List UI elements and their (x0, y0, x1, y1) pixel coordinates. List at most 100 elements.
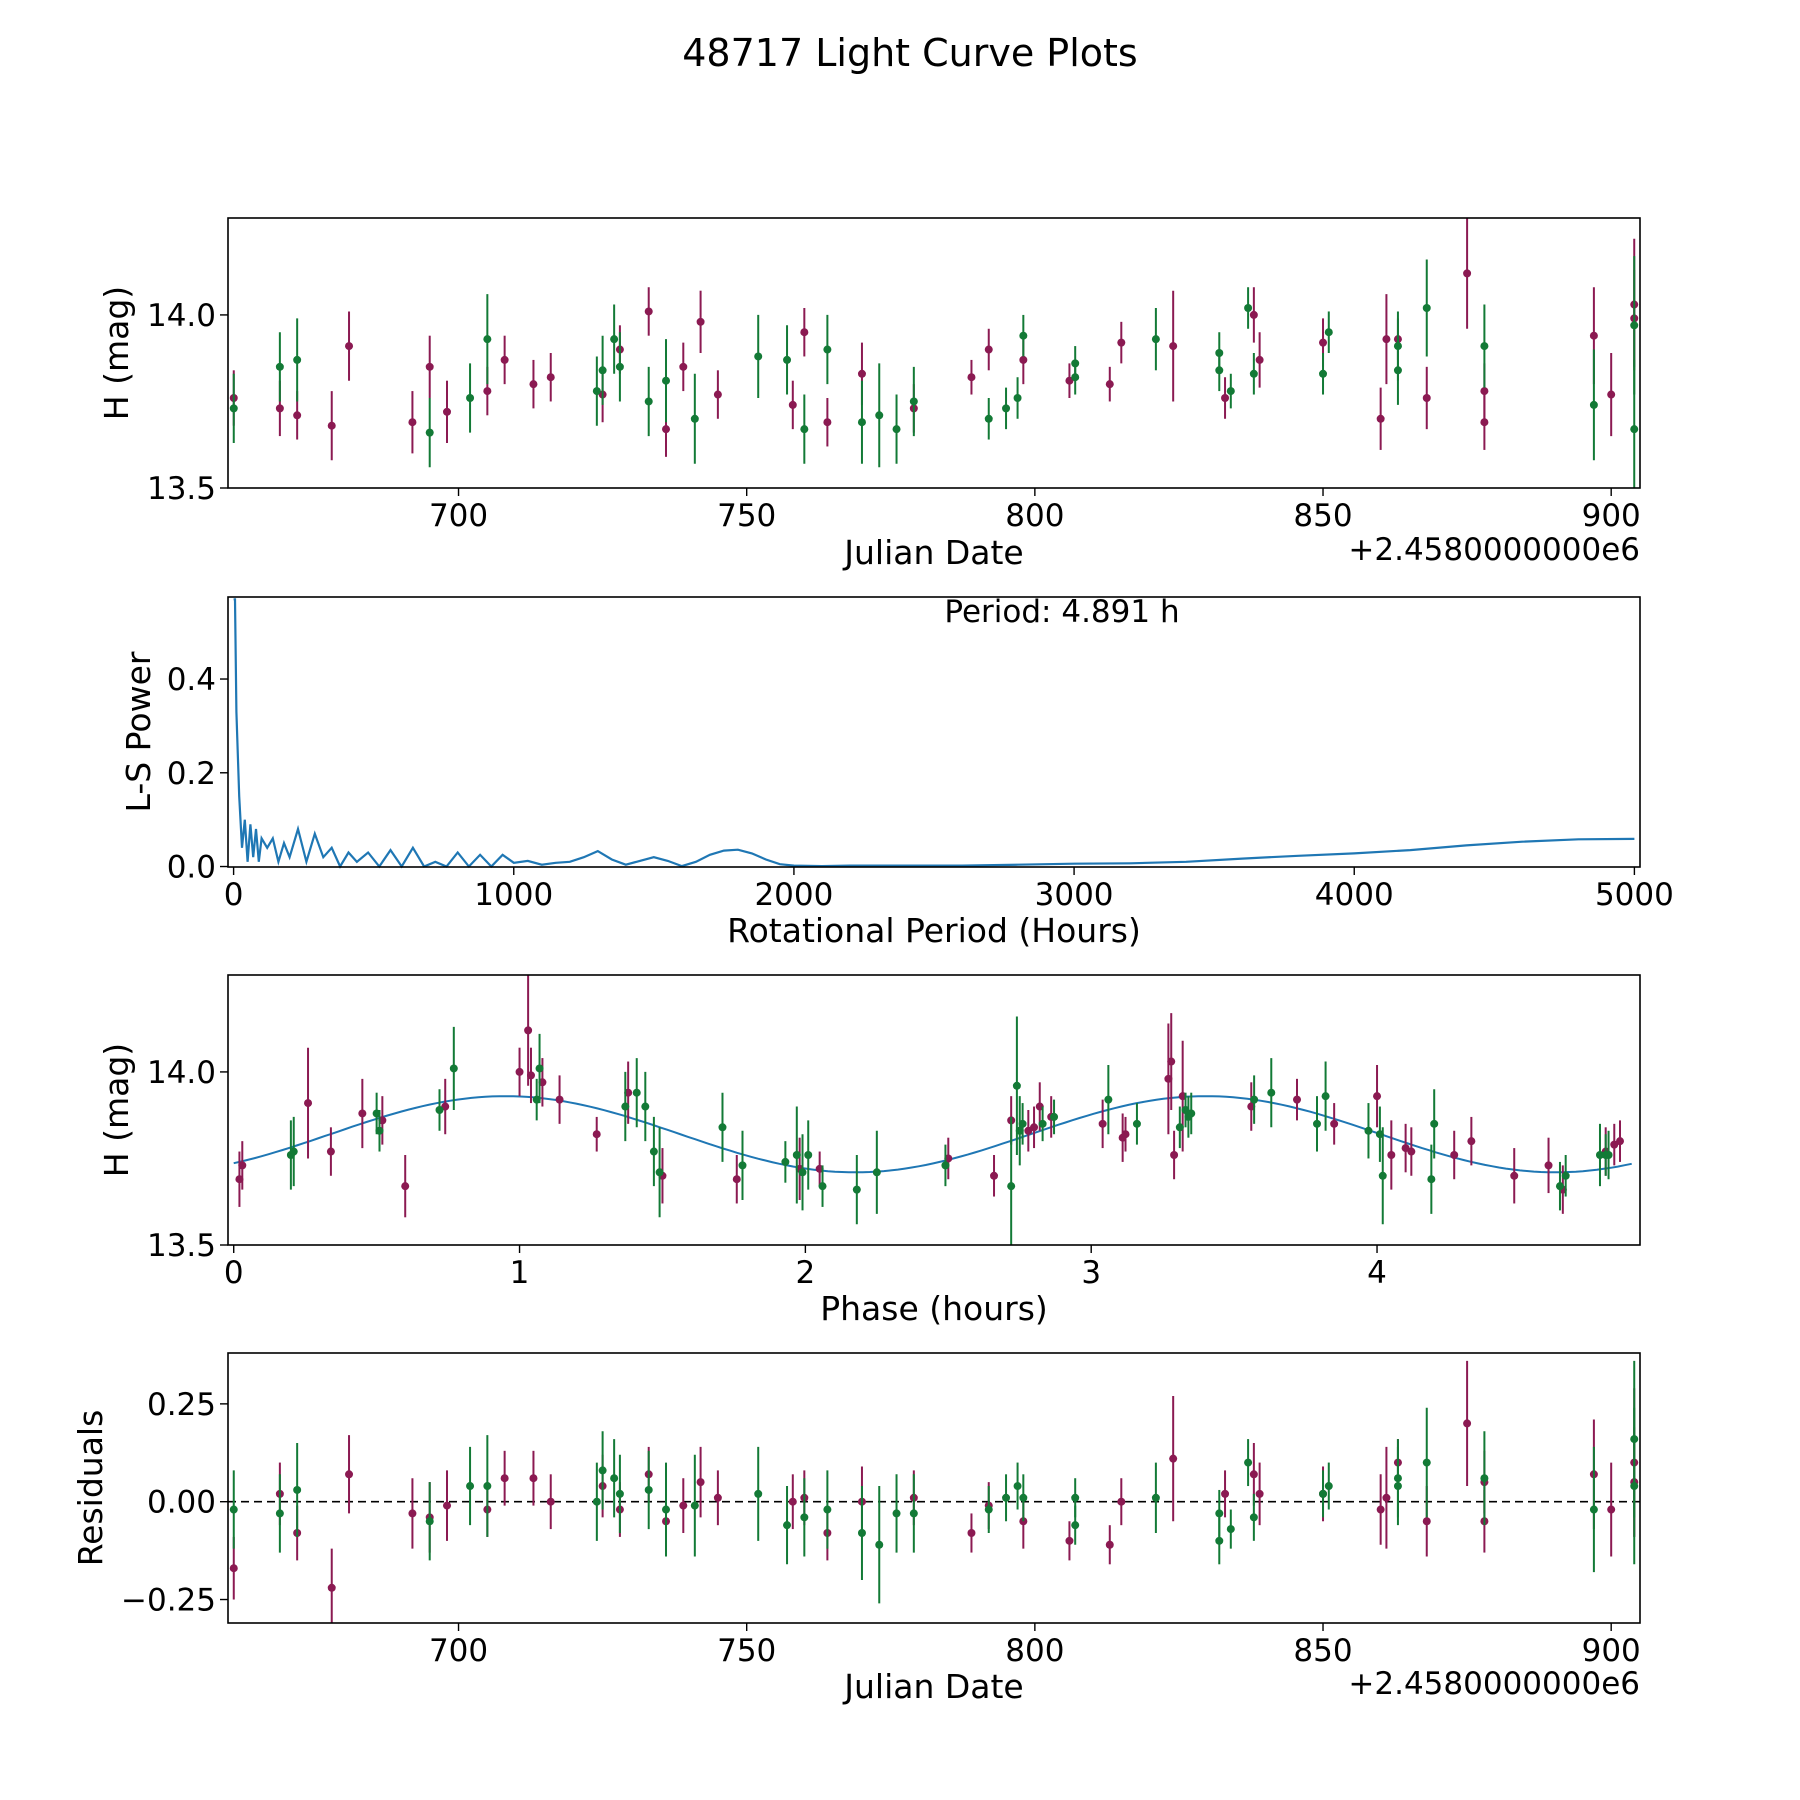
residuals-data-point (800, 1513, 809, 1522)
residuals-data-point (529, 1474, 538, 1483)
phase-fold-data-point (1555, 1182, 1564, 1191)
phase-fold-data-point (1030, 1123, 1039, 1132)
residuals-data-point (788, 1497, 797, 1506)
light-curve-data-point (345, 342, 354, 351)
residuals-data-point (408, 1509, 417, 1518)
residuals-offset-text: +2.4580000000e6 (1348, 1666, 1640, 1702)
light-curve-data-point (1151, 335, 1160, 344)
phase-fold-data-point (718, 1123, 727, 1132)
residuals-data-point (1255, 1489, 1264, 1498)
residuals-data-point (1071, 1521, 1080, 1530)
light-curve-data-point (857, 418, 866, 427)
light-curve-data-point (1244, 304, 1253, 312)
residuals-x-tick-label: 850 (1293, 1633, 1352, 1669)
light-curve-data-point (1480, 387, 1489, 396)
phase-fold-data-point (1467, 1137, 1476, 1146)
phase-fold-data-point (289, 1147, 298, 1156)
phase-fold-data-point (1544, 1161, 1553, 1170)
light-curve-data-point (1393, 366, 1402, 375)
residuals-data-point (754, 1489, 763, 1498)
residuals-data-point (696, 1478, 705, 1487)
residuals-data-point (466, 1482, 475, 1491)
light-curve-x-tick-label: 900 (1582, 498, 1641, 534)
residuals-data-point (327, 1583, 336, 1592)
residuals-data-point (500, 1474, 509, 1483)
residuals-data-point (713, 1493, 722, 1502)
residuals-data-point (1215, 1509, 1224, 1518)
light-curve-data-point (275, 404, 284, 413)
residuals-data-point (1607, 1505, 1616, 1514)
phase-fold-data-point (1604, 1151, 1613, 1159)
phase-fold-data-point (1561, 1171, 1570, 1180)
light-curve-data-point (754, 352, 763, 361)
light-curve-frame (227, 217, 1641, 489)
phase-fold-data-point (1250, 1095, 1259, 1104)
phase-fold-data-point (526, 1071, 535, 1080)
period-annotation: Period: 4.891 h (944, 594, 1179, 630)
residuals-data-point (875, 1540, 884, 1549)
phase-fold-plot-area (233, 975, 1632, 1245)
phase-fold-data-point (1012, 1081, 1021, 1090)
light-curve-data-point (1249, 310, 1258, 319)
residuals-data-point (783, 1521, 792, 1530)
light-curve-data-point (1002, 404, 1011, 413)
phase-fold-data-point (641, 1102, 650, 1111)
phase-fold-data-point (1364, 1126, 1373, 1135)
phase-fold-data-point (592, 1130, 601, 1139)
phase-fold-x-tick-label: 3 (1081, 1255, 1101, 1291)
phase-fold-data-point (1170, 1151, 1179, 1159)
light-curve-data-point (327, 421, 336, 430)
residuals-data-point (967, 1529, 976, 1537)
residuals-data-point (984, 1505, 993, 1514)
residuals-data-point (857, 1529, 866, 1537)
periodogram-x-tick-label: 0 (224, 877, 244, 913)
phase-fold-data-point (1104, 1095, 1113, 1104)
residuals-data-point (229, 1564, 238, 1573)
light-curve-data-point (1013, 394, 1022, 402)
phase-fold-data-point (1510, 1171, 1519, 1180)
residuals-data-point (1215, 1536, 1224, 1545)
residuals-data-point (615, 1489, 624, 1498)
periodogram-x-tick-label: 4000 (1315, 877, 1394, 913)
periodogram-x-tick-label: 2000 (754, 877, 833, 913)
light-curve-data-point (466, 394, 475, 402)
phase-fold-data-point (555, 1095, 564, 1104)
residuals-data-point (1382, 1493, 1391, 1502)
light-curve-data-point (823, 345, 832, 354)
phase-fold-data-point (1038, 1119, 1047, 1128)
light-curve-data-point (1422, 304, 1431, 312)
periodogram-y-tick-label: 0.2 (167, 756, 216, 792)
phase-fold-data-point (1615, 1137, 1624, 1146)
light-curve-data-point (984, 345, 993, 354)
light-curve-data-point (967, 373, 976, 382)
phase-fold-data-point (326, 1147, 335, 1156)
residuals-data-point (610, 1474, 619, 1483)
phase-fold-data-point (435, 1106, 444, 1114)
light-curve-data-point (1019, 331, 1028, 340)
phase-fold-y-tick-label: 13.5 (147, 1228, 216, 1264)
residuals-data-point (598, 1466, 607, 1475)
phase-fold-frame (227, 974, 1641, 1246)
light-curve-data-point (229, 404, 238, 413)
residuals-data-point (1151, 1493, 1160, 1502)
light-curve-data-point (1117, 338, 1126, 347)
periodogram-x-tick-label: 5000 (1595, 877, 1674, 913)
light-curve-data-point (1319, 338, 1328, 347)
light-curve-data-point (1319, 369, 1328, 378)
light-curve-x-tick-label: 750 (717, 498, 776, 534)
phase-fold-data-point (941, 1161, 950, 1170)
light-curve-data-point (1376, 414, 1385, 423)
residuals-data-point (229, 1505, 238, 1514)
light-curve-data-point (1630, 321, 1639, 330)
residuals-data-point (1376, 1505, 1385, 1514)
light-curve-data-point (1226, 387, 1235, 396)
residuals-data-point (1013, 1482, 1022, 1491)
light-curve-x-tick-label: 700 (429, 498, 488, 534)
light-curve-x-tick-label: 850 (1293, 498, 1352, 534)
phase-fold-data-point (990, 1171, 999, 1180)
phase-fold-data-point (304, 1099, 313, 1108)
residuals-data-point (1463, 1419, 1472, 1428)
light-curve-data-point (529, 380, 538, 389)
residuals-data-point (909, 1509, 918, 1518)
figure-title: 48717 Light Curve Plots (682, 31, 1137, 75)
